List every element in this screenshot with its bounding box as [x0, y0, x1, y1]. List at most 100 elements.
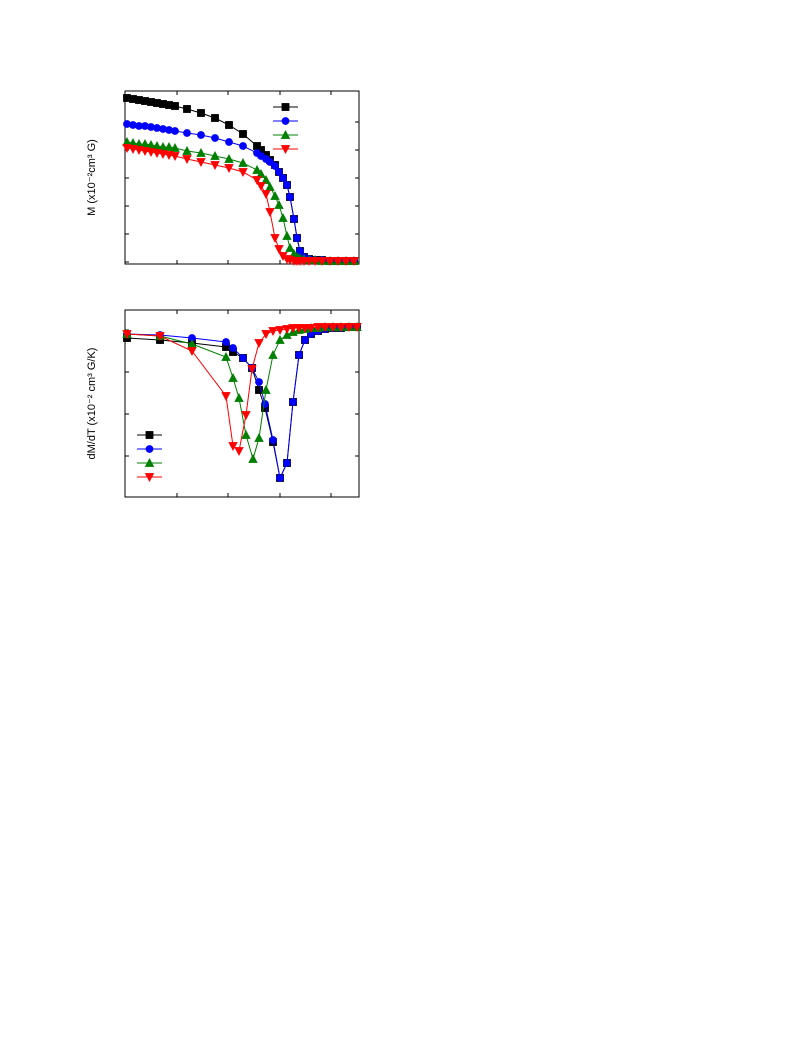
data-point	[352, 323, 362, 333]
data-point	[283, 459, 291, 467]
data-point	[333, 257, 343, 267]
data-point	[289, 398, 297, 406]
data-point	[197, 131, 205, 139]
data-point	[320, 323, 330, 333]
data-point	[310, 257, 320, 267]
data-point	[254, 432, 264, 442]
data-point	[247, 365, 257, 375]
data-point	[274, 245, 284, 255]
data-point	[282, 230, 292, 240]
series-line	[126, 326, 357, 480]
legend-symbol	[144, 457, 155, 467]
data-point	[293, 234, 301, 242]
data-point	[275, 334, 285, 344]
legend-symbol	[281, 117, 290, 125]
data-point	[268, 349, 278, 359]
data-point	[238, 168, 248, 178]
series-line	[126, 97, 354, 262]
data-point	[210, 161, 220, 171]
data-point	[255, 378, 263, 386]
data-point	[261, 174, 271, 184]
data-point	[341, 257, 351, 267]
data-point	[252, 176, 262, 186]
data-point	[196, 147, 206, 157]
data-point	[155, 332, 165, 342]
legend-symbol	[144, 473, 155, 483]
data-point	[234, 447, 244, 457]
data-point	[274, 199, 284, 209]
data-point	[344, 323, 354, 333]
data-point	[306, 324, 316, 334]
data-point	[182, 155, 192, 165]
data-point	[286, 193, 294, 201]
data-point	[228, 372, 238, 382]
data-point	[313, 323, 323, 333]
series-line	[126, 326, 357, 461]
data-point	[301, 336, 309, 344]
data-point	[275, 168, 283, 176]
data-point	[225, 121, 233, 129]
data-point	[224, 164, 234, 174]
data-point	[170, 142, 180, 152]
data-point	[270, 234, 280, 244]
data-point	[317, 257, 327, 267]
data-point	[278, 212, 288, 222]
data-point	[261, 330, 271, 340]
data-point	[290, 215, 298, 223]
data-point	[171, 102, 179, 110]
y-axis-label: dM/dT (x10⁻² cm³ G/K)	[86, 348, 98, 460]
data-point	[183, 105, 191, 113]
data-point	[164, 141, 174, 151]
data-point	[210, 150, 220, 160]
data-point	[225, 138, 233, 146]
y-axis-label: M (x10⁻²cm³ G)	[86, 139, 98, 216]
data-point	[224, 153, 234, 163]
data-point	[269, 436, 277, 444]
data-point	[171, 127, 179, 135]
data-point	[328, 323, 338, 333]
data-point	[325, 257, 335, 267]
legend-symbol	[145, 431, 154, 439]
data-point	[170, 152, 180, 162]
data-point	[294, 324, 304, 334]
legend-symbol	[280, 129, 291, 139]
data-point	[261, 384, 271, 394]
data-point	[279, 174, 287, 182]
data-point	[270, 190, 280, 200]
data-point	[288, 324, 298, 334]
data-point	[222, 338, 230, 346]
data-point	[276, 474, 284, 482]
data-point	[221, 351, 231, 361]
data-point	[282, 325, 292, 335]
data-point	[229, 344, 237, 352]
legend-symbol	[280, 145, 291, 155]
series-line	[126, 326, 357, 480]
data-point	[285, 242, 295, 252]
data-point	[248, 453, 258, 463]
data-point	[211, 134, 219, 142]
data-point	[183, 129, 191, 137]
data-point	[211, 114, 219, 122]
data-point	[187, 347, 197, 357]
data-point	[241, 411, 251, 421]
data-point	[238, 157, 248, 167]
data-point	[228, 442, 238, 452]
data-point	[256, 182, 266, 192]
legend-symbol	[145, 445, 154, 453]
data-point	[295, 351, 303, 359]
series-line	[126, 326, 357, 452]
data-point	[261, 400, 269, 408]
data-point	[239, 130, 247, 138]
data-point	[268, 327, 278, 337]
data-point	[275, 326, 285, 336]
data-point	[271, 162, 279, 170]
data-point	[254, 339, 264, 349]
data-point	[197, 109, 205, 117]
legend-symbol	[281, 103, 290, 111]
series-line	[126, 147, 354, 262]
data-point	[349, 257, 359, 267]
data-point	[300, 324, 310, 334]
data-point	[122, 330, 132, 340]
data-point	[239, 354, 247, 362]
